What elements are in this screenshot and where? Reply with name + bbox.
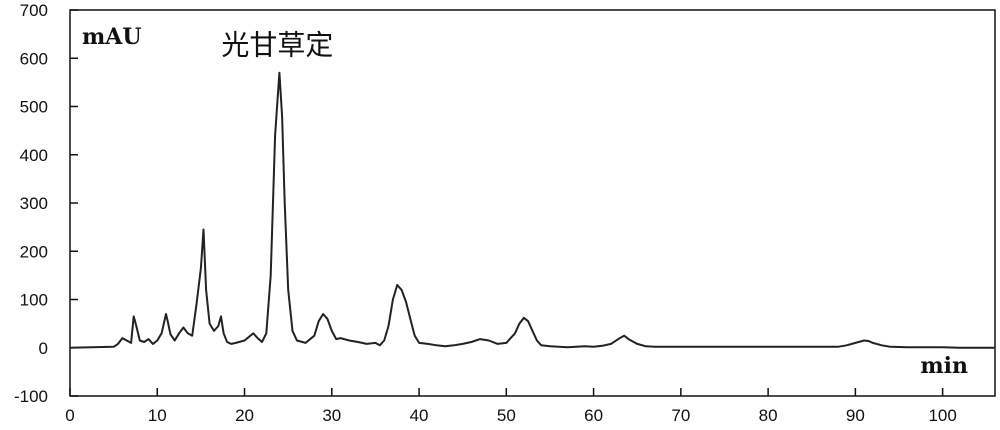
- x-tick-label: 40: [410, 406, 429, 425]
- plot-frame: [69, 9, 996, 397]
- x-tick-label: 30: [322, 406, 341, 425]
- y-axis-unit-label: mAU: [82, 24, 142, 50]
- y-tick-label: 300: [20, 194, 48, 213]
- y-tick-label: -100: [14, 387, 48, 406]
- y-tick-label: 100: [20, 291, 48, 310]
- axis-tick-labels: 0 10 20 30 40 50 60 70 80 90 100 -100 0 100 200 300 400 5…: [14, 1, 957, 425]
- x-tick-label: 20: [235, 406, 254, 425]
- x-tick-label: 80: [759, 406, 778, 425]
- x-tick-label: 70: [671, 406, 690, 425]
- y-tick-label: 500: [20, 98, 48, 117]
- x-tick-label: 50: [497, 406, 516, 425]
- y-tick-label: 700: [20, 1, 48, 20]
- chromatogram-trace: [69, 71, 995, 349]
- x-tick-label: 100: [928, 406, 956, 425]
- y-tick-label: 0: [39, 339, 48, 358]
- y-tick-label: 400: [20, 146, 48, 165]
- x-tick-label: 0: [65, 406, 74, 425]
- x-tick-label: 60: [584, 406, 603, 425]
- peak-annotation-label: 光甘草定: [221, 29, 333, 62]
- x-axis-unit-label: min: [920, 353, 968, 379]
- x-tick-label: 10: [148, 406, 167, 425]
- y-tick-label: 600: [20, 49, 48, 68]
- x-tick-label: 90: [846, 406, 865, 425]
- y-tick-label: 200: [20, 242, 48, 261]
